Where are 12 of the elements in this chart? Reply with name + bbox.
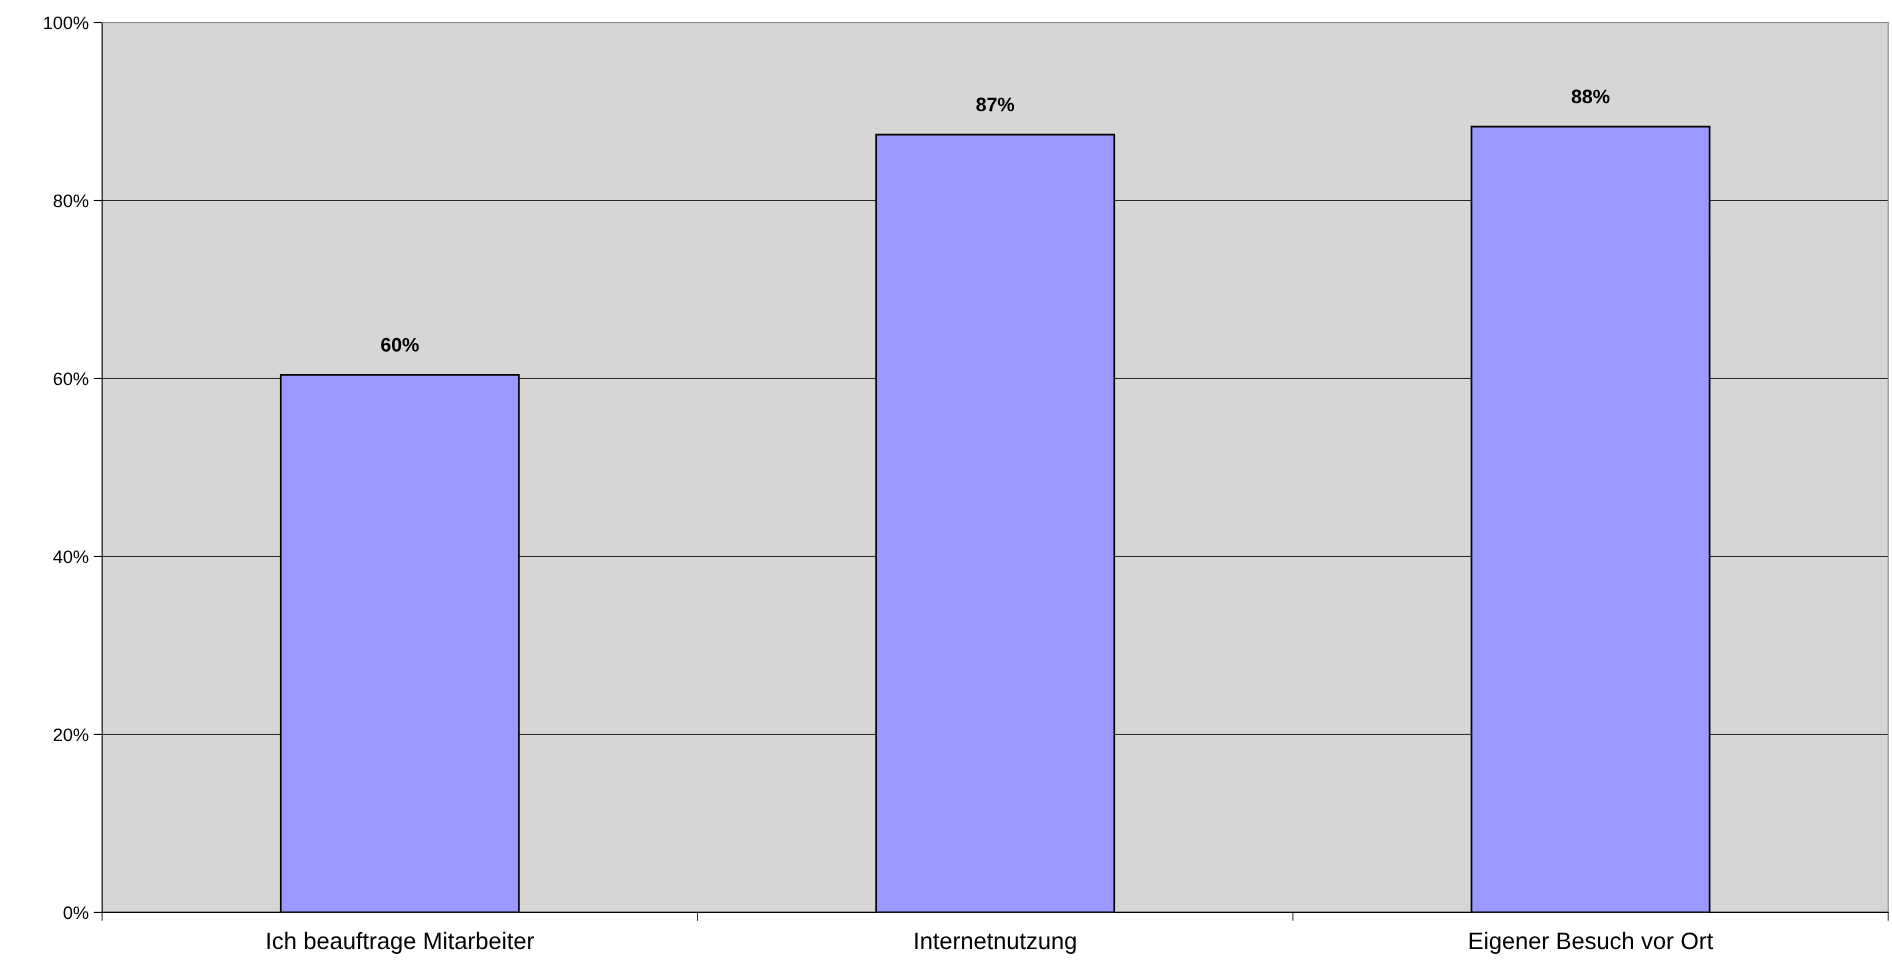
y-tick-label: 0% (63, 906, 89, 920)
x-tick-label: Internetnutzung (915, 932, 1076, 954)
y-tick-label: 100% (44, 16, 89, 30)
data-label: 60% (381, 337, 419, 352)
y-tick-label: 20% (53, 728, 89, 742)
x-tick-label: Ich beauftrage Mitarbeiter (267, 931, 534, 954)
y-tick-label: 40% (53, 550, 89, 564)
data-label: 88% (1571, 89, 1610, 104)
x-tick-label: Eigener Besuch vor Ort (1469, 931, 1714, 954)
y-tick-label: 80% (53, 194, 89, 208)
y-tick-label: 60% (53, 372, 89, 386)
data-label: 87% (976, 97, 1015, 112)
